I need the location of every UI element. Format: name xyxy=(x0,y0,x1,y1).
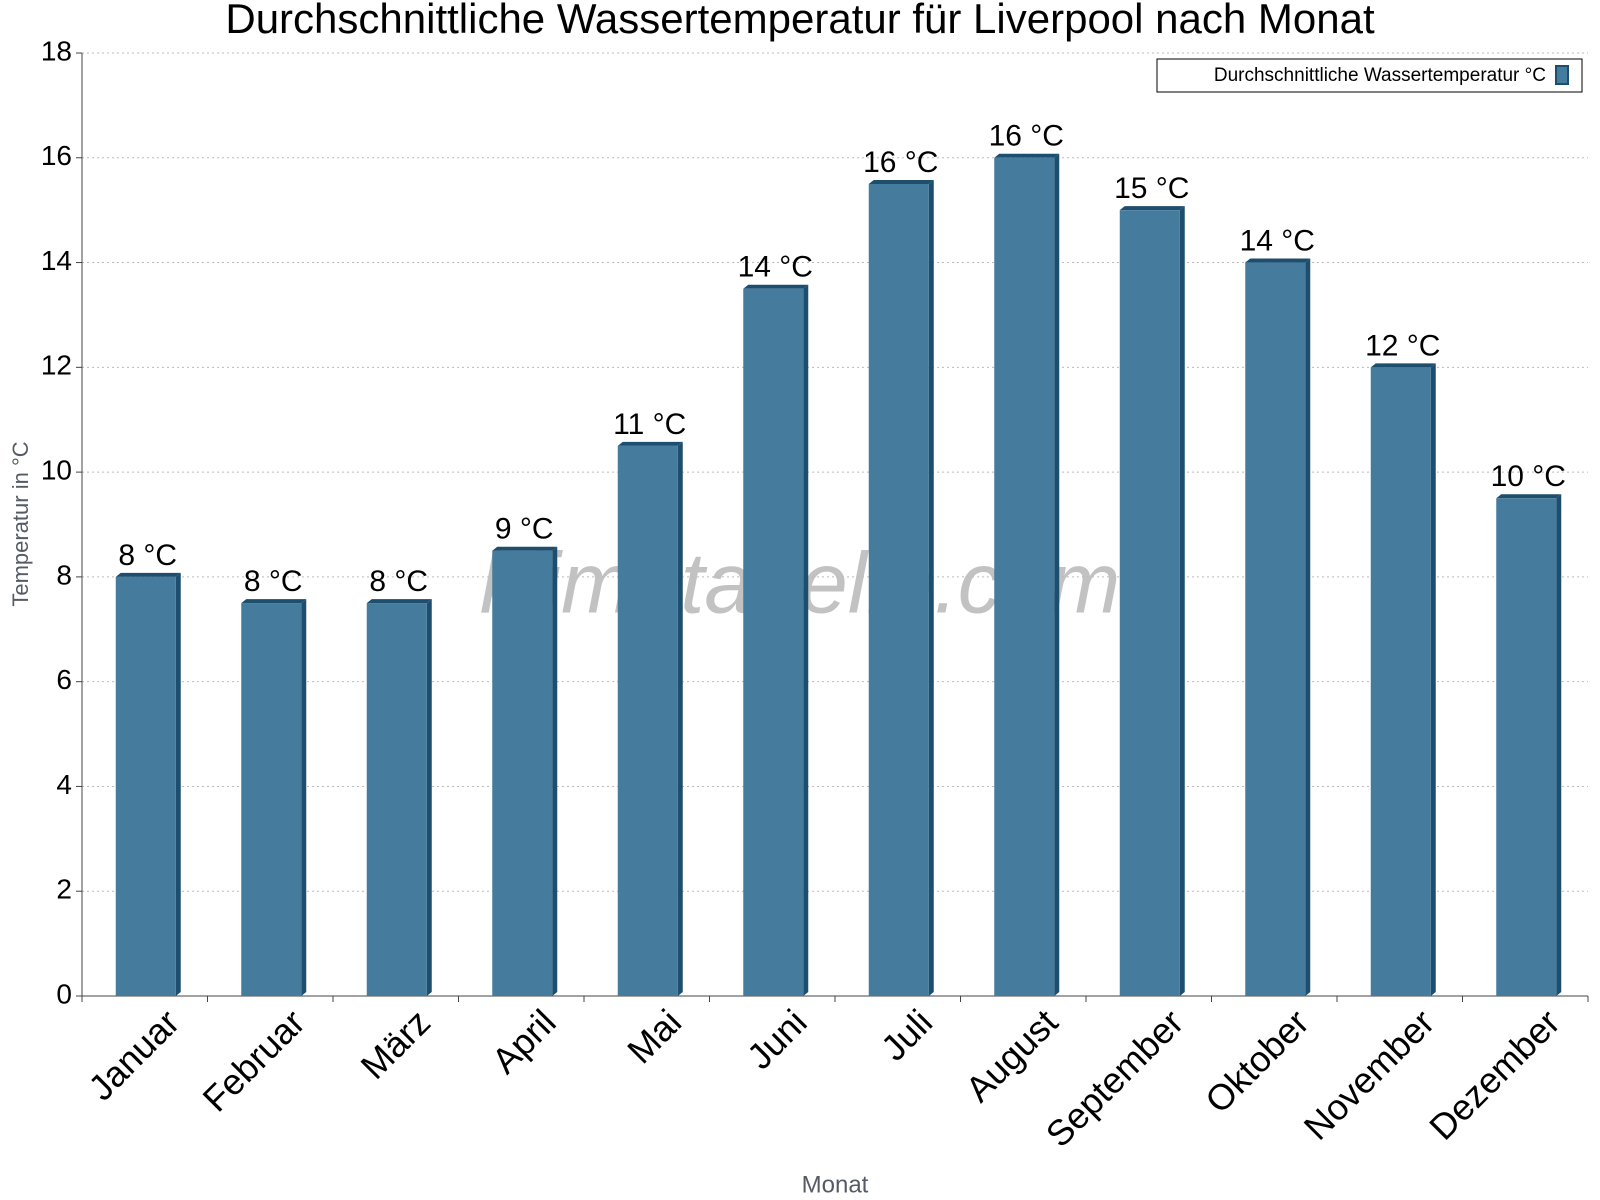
bar-top xyxy=(1496,494,1562,499)
bar-front xyxy=(1119,210,1180,996)
x-tick-label: August xyxy=(957,1001,1065,1109)
bar-front xyxy=(743,288,804,996)
x-tick-label: Juni xyxy=(739,1001,815,1077)
bar xyxy=(366,599,432,996)
x-tick-label: Februar xyxy=(195,1001,313,1119)
value-label: 12 °C xyxy=(1365,329,1440,362)
x-tick-label: Dezember xyxy=(1421,1001,1567,1147)
value-label: 10 °C xyxy=(1491,460,1566,493)
y-tick-label: 8 xyxy=(56,559,72,590)
bar-side xyxy=(301,599,307,996)
bar xyxy=(241,599,307,996)
y-tick-label: 0 xyxy=(56,978,72,1009)
value-label: 8 °C xyxy=(118,539,177,572)
bar xyxy=(617,441,683,997)
x-tick-label: Januar xyxy=(80,1001,187,1108)
bar-side xyxy=(803,284,809,996)
x-tick-label: Mai xyxy=(619,1001,689,1071)
bar xyxy=(743,284,809,996)
bar xyxy=(1370,363,1436,996)
bar xyxy=(492,546,558,996)
legend-swatch xyxy=(1555,65,1569,85)
y-tick-label: 16 xyxy=(41,140,72,171)
bar-front xyxy=(994,157,1055,996)
y-tick-label: 18 xyxy=(41,35,72,66)
bar-side xyxy=(928,179,934,996)
value-label: 9 °C xyxy=(495,513,554,546)
y-tick-label: 4 xyxy=(56,769,72,800)
bar-side xyxy=(426,599,432,996)
bar-top xyxy=(115,572,181,577)
bar-side xyxy=(1556,494,1562,996)
legend-box xyxy=(1156,58,1583,93)
bar-front xyxy=(492,550,553,996)
legend-label: Durchschnittliche Wassertemperatur °C xyxy=(1214,65,1546,86)
bar-top xyxy=(492,546,558,551)
bar-side xyxy=(1430,363,1436,996)
y-tick-label: 6 xyxy=(56,664,72,695)
bar-side xyxy=(552,546,558,996)
bar-side xyxy=(1179,206,1185,996)
bar xyxy=(994,153,1060,996)
x-tick-label: Juli xyxy=(873,1001,940,1068)
x-tick-label: Oktober xyxy=(1197,1001,1317,1121)
bar-side xyxy=(677,441,683,997)
bar xyxy=(1245,258,1311,996)
bar xyxy=(1496,494,1562,996)
y-tick-label: 12 xyxy=(41,350,72,381)
bar-front xyxy=(1245,262,1306,996)
x-tick-label: April xyxy=(484,1001,564,1081)
bar-side xyxy=(1305,258,1311,996)
x-tick-label: März xyxy=(353,1001,439,1087)
bar-top xyxy=(1245,258,1311,263)
x-tick-label: November xyxy=(1296,1001,1442,1147)
y-axis-title: Temperatur in °C xyxy=(8,441,33,606)
bar xyxy=(115,572,181,996)
y-tick-label: 2 xyxy=(56,874,72,905)
bar-top xyxy=(241,599,307,604)
bar-front xyxy=(1496,498,1557,996)
value-label: 14 °C xyxy=(738,251,813,284)
bar-side xyxy=(1054,153,1060,996)
x-axis-title: Monat xyxy=(802,1171,869,1198)
bar-top xyxy=(366,599,432,604)
chart-title: Durchschnittliche Wassertemperatur für L… xyxy=(225,0,1375,42)
y-tick-label: 10 xyxy=(41,455,72,486)
value-label: 15 °C xyxy=(1114,172,1189,205)
bar xyxy=(1119,206,1185,996)
value-label: 16 °C xyxy=(989,120,1064,153)
value-label: 16 °C xyxy=(863,146,938,179)
bar-top xyxy=(617,441,683,446)
bar-front xyxy=(868,183,929,996)
bar-top xyxy=(1119,206,1185,211)
bar-front xyxy=(1370,367,1431,996)
value-label: 8 °C xyxy=(369,565,428,598)
x-tick-label: September xyxy=(1038,1001,1192,1155)
bar-top xyxy=(1370,363,1436,368)
value-label: 8 °C xyxy=(244,565,303,598)
value-label: 11 °C xyxy=(613,408,686,441)
bar-top xyxy=(743,284,809,289)
bar-front xyxy=(115,576,176,996)
value-label: 14 °C xyxy=(1240,224,1315,257)
bar-front xyxy=(617,445,678,997)
bar-top xyxy=(994,153,1060,158)
bar-front xyxy=(366,603,427,996)
bar-side xyxy=(175,572,181,996)
bar xyxy=(868,179,934,996)
bar-front xyxy=(241,603,302,996)
bar-top xyxy=(868,179,934,184)
y-tick-label: 14 xyxy=(41,245,72,276)
